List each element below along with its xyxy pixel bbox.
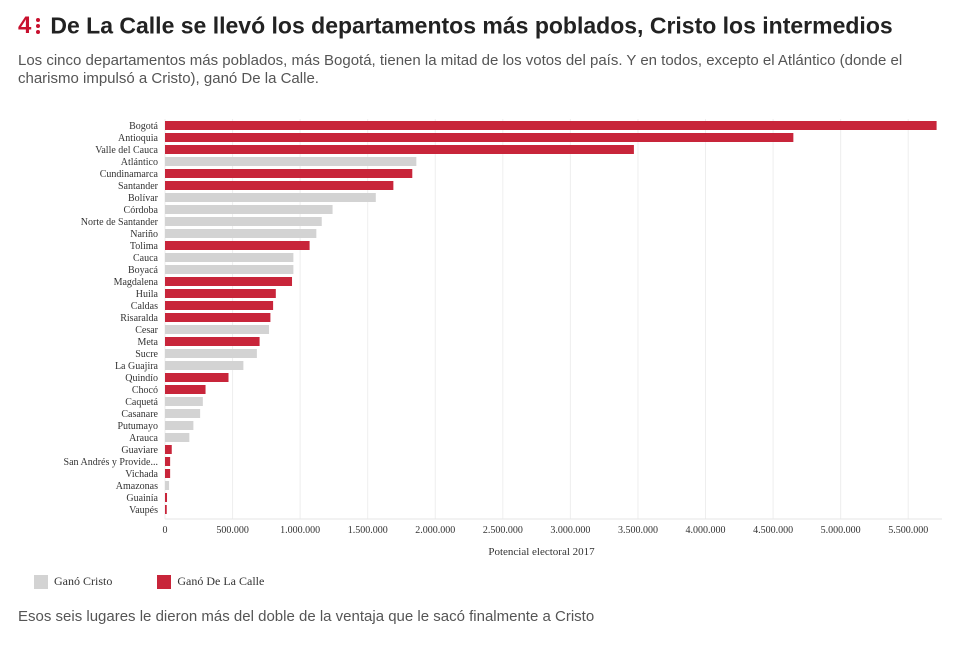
category-label: Santander bbox=[118, 181, 159, 192]
category-label: Cundinamarca bbox=[100, 169, 159, 180]
bar[interactable] bbox=[165, 469, 171, 478]
bar[interactable] bbox=[165, 253, 294, 262]
legend-swatch-cristo bbox=[34, 574, 48, 589]
category-label: Casanare bbox=[121, 409, 158, 420]
bars bbox=[165, 121, 937, 514]
category-label: Sucre bbox=[135, 349, 158, 360]
bar[interactable] bbox=[165, 205, 333, 214]
legend-label-cristo: Ganó Cristo bbox=[54, 574, 113, 588]
category-label: Bolívar bbox=[128, 193, 159, 204]
category-label: Nariño bbox=[130, 229, 158, 240]
category-label: Guainía bbox=[126, 493, 158, 504]
bar[interactable] bbox=[165, 385, 206, 394]
bar[interactable] bbox=[165, 229, 317, 238]
category-label: Putumayo bbox=[117, 421, 158, 432]
bar[interactable] bbox=[165, 349, 257, 358]
legend: Ganó Cristo Ganó De La Calle bbox=[34, 574, 306, 593]
x-tick-label: 500.000 bbox=[216, 525, 249, 536]
bar[interactable] bbox=[165, 325, 270, 334]
category-label: Guaviare bbox=[121, 445, 158, 456]
category-label: Caldas bbox=[131, 301, 158, 312]
bar[interactable] bbox=[165, 493, 168, 502]
category-label: Córdoba bbox=[124, 205, 159, 216]
category-label: Caquetá bbox=[125, 397, 158, 408]
category-label: Tolima bbox=[130, 241, 159, 252]
x-tick-label: 5.500.000 bbox=[888, 525, 928, 536]
x-tick-label: 1.000.000 bbox=[280, 525, 320, 536]
section-number: 4 bbox=[18, 12, 32, 39]
bar[interactable] bbox=[165, 265, 294, 274]
category-label: Risaralda bbox=[120, 313, 158, 324]
x-tick-label: 5.000.000 bbox=[821, 525, 861, 536]
category-label: Vaupés bbox=[129, 505, 158, 516]
bar[interactable] bbox=[165, 445, 172, 454]
bar[interactable] bbox=[165, 301, 274, 310]
category-label: Chocó bbox=[132, 385, 158, 396]
legend-label-delacalle: Ganó De La Calle bbox=[177, 574, 265, 588]
x-tick-label: 4.500.000 bbox=[753, 525, 793, 536]
x-tick-label: 3.500.000 bbox=[618, 525, 658, 536]
category-label: Atlántico bbox=[121, 157, 158, 168]
bar[interactable] bbox=[165, 121, 937, 130]
chart-title: De La Calle se llevó los departamentos m… bbox=[50, 12, 893, 39]
bar[interactable] bbox=[165, 313, 271, 322]
x-axis-title: Potencial electoral 2017 bbox=[488, 546, 595, 558]
chart-subtitle: Los cinco departamentos más poblados, má… bbox=[18, 52, 903, 87]
category-label: Meta bbox=[137, 337, 158, 348]
footnote: Esos seis lugares le dieron más del dobl… bbox=[18, 608, 595, 625]
category-label: Valle del Cauca bbox=[95, 145, 158, 156]
bar[interactable] bbox=[165, 433, 190, 442]
category-label: Boyacá bbox=[128, 265, 159, 276]
bar[interactable] bbox=[165, 409, 201, 418]
bar[interactable] bbox=[165, 145, 634, 154]
category-label: Arauca bbox=[129, 433, 158, 444]
category-label: Amazonas bbox=[116, 481, 158, 492]
bar[interactable] bbox=[165, 157, 417, 166]
bar[interactable] bbox=[165, 241, 310, 250]
bar[interactable] bbox=[165, 481, 170, 490]
bar[interactable] bbox=[165, 397, 203, 406]
bar[interactable] bbox=[165, 193, 376, 202]
x-axis-ticks: 0 500.000 1.000.000 1.500.000 2.000.000 2.500… bbox=[163, 525, 929, 536]
category-label: Huila bbox=[136, 289, 159, 300]
dots-icon bbox=[36, 16, 42, 36]
bar[interactable] bbox=[165, 373, 229, 382]
bar[interactable] bbox=[165, 505, 167, 514]
category-label: Norte de Santander bbox=[81, 217, 159, 228]
legend-swatch-delacalle bbox=[157, 574, 172, 589]
x-tick-label: 3.000.000 bbox=[550, 525, 590, 536]
legend-item-cristo[interactable]: Ganó Cristo bbox=[34, 574, 112, 589]
legend-item-delacalle[interactable]: Ganó De La Calle bbox=[157, 574, 264, 589]
category-label: Antioquia bbox=[118, 133, 159, 144]
x-tick-label: 4.000.000 bbox=[686, 525, 726, 536]
bar[interactable] bbox=[165, 133, 794, 142]
category-label: Vichada bbox=[125, 469, 158, 480]
x-tick-label: 2.500.000 bbox=[483, 525, 523, 536]
x-tick-label: 1.500.000 bbox=[348, 525, 388, 536]
bar[interactable] bbox=[165, 457, 171, 466]
gridlines bbox=[164, 119, 942, 520]
bar[interactable] bbox=[165, 421, 194, 430]
bar[interactable] bbox=[165, 361, 244, 370]
bar[interactable] bbox=[165, 337, 260, 346]
x-tick-label: 0 bbox=[163, 525, 168, 536]
category-label: Cesar bbox=[135, 325, 158, 336]
category-label: Cauca bbox=[133, 253, 159, 264]
chart-header: 4 De La Calle se llevó los departamentos … bbox=[18, 12, 945, 40]
bar[interactable] bbox=[165, 277, 293, 286]
bar[interactable] bbox=[165, 289, 276, 298]
bar[interactable] bbox=[165, 181, 394, 190]
category-label: Quindío bbox=[125, 373, 158, 384]
category-label: San Andrés y Provide... bbox=[64, 457, 158, 468]
category-label: La Guajira bbox=[115, 361, 159, 372]
bar[interactable] bbox=[165, 217, 322, 226]
category-label: Magdalena bbox=[114, 277, 159, 288]
bar[interactable] bbox=[165, 169, 413, 178]
category-label: Bogotá bbox=[129, 121, 158, 132]
x-tick-label: 2.000.000 bbox=[415, 525, 455, 536]
